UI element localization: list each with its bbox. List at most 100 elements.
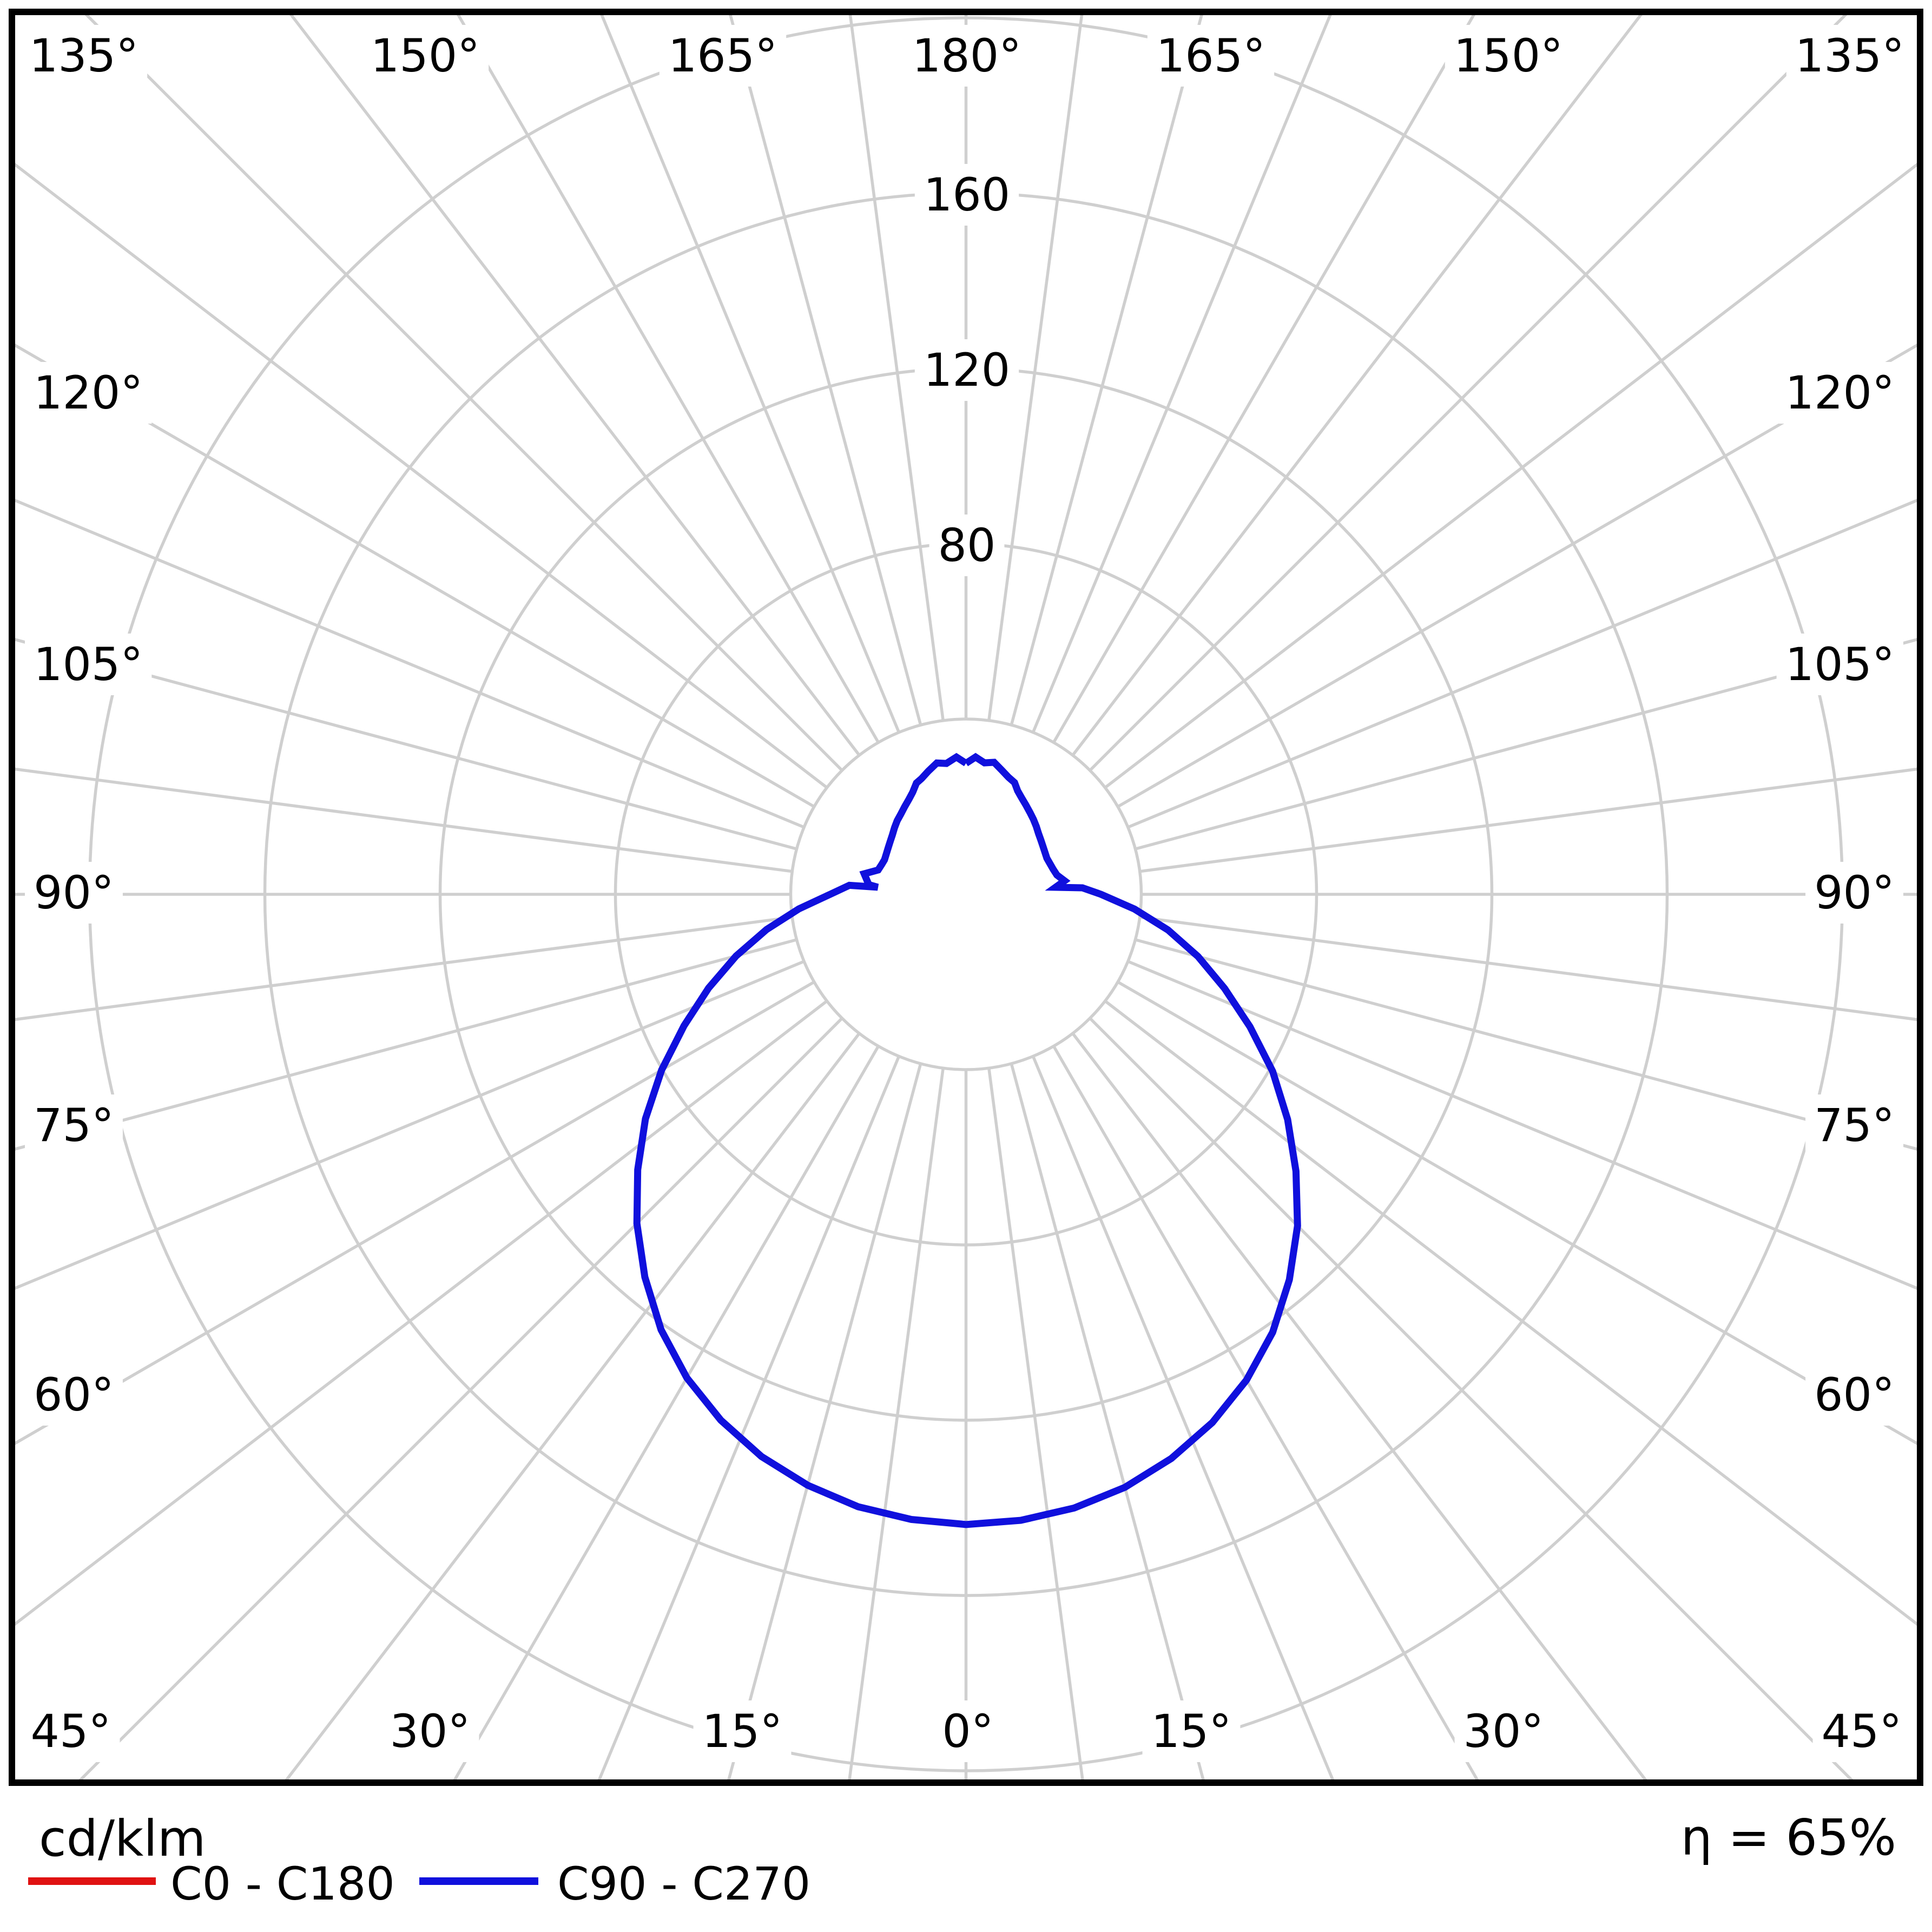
label-background	[1142, 1700, 1241, 1762]
angle-label: 45°	[1822, 1705, 1902, 1758]
grid-spoke	[454, 12, 880, 743]
angle-label: 60°	[1814, 1368, 1895, 1421]
label-background	[381, 1700, 479, 1762]
angle-label: 135°	[1795, 29, 1904, 82]
angle-label: 105°	[34, 638, 143, 691]
grid-spoke	[1052, 12, 1478, 743]
frame-border	[9, 9, 1923, 1786]
grid-spoke	[596, 1056, 901, 1783]
angle-label: 75°	[34, 1099, 114, 1152]
grid-spoke	[598, 12, 901, 733]
unit-label: cd/klm	[39, 1810, 206, 1868]
distribution-curves	[633, 753, 1301, 1528]
grid-spoke	[12, 341, 815, 808]
angle-label: 135°	[29, 29, 139, 82]
grid-spoke	[728, 12, 922, 726]
radial-value-label: 80	[938, 519, 996, 572]
grid-spoke	[1071, 1032, 1650, 1783]
label-background	[20, 25, 148, 87]
label-background	[25, 634, 152, 695]
grid-spoke	[12, 960, 805, 1291]
label-background	[929, 515, 1005, 576]
legend-label-c0-c180: C0 - C180	[170, 1857, 395, 1910]
label-background	[903, 25, 1031, 87]
label-background	[693, 1700, 792, 1762]
grid-spoke	[1135, 637, 1920, 850]
efficiency-label: η = 65%	[1681, 1809, 1896, 1867]
angle-label: 120°	[1785, 366, 1895, 419]
angle-label: 120°	[34, 366, 143, 419]
grid-spoke	[987, 12, 1084, 721]
legend-label-c90-c270: C90 - C270	[557, 1857, 810, 1910]
angle-label: 180°	[912, 29, 1021, 82]
label-background	[25, 1094, 123, 1156]
label-background	[914, 164, 1019, 226]
grid-spoke	[12, 915, 793, 1021]
label-background	[914, 339, 1019, 401]
grid-spoke	[12, 497, 805, 829]
grid-spoke	[1127, 960, 1920, 1291]
c90-c270-curve	[633, 753, 1301, 1528]
angle-label: 165°	[1156, 29, 1265, 82]
grid-ring	[789, 717, 1143, 1071]
grid-spoke	[287, 12, 861, 756]
label-background	[1445, 25, 1572, 87]
angle-label: 90°	[34, 866, 114, 919]
legend: cd/klm η = 65% C0 - C180 C90 - C270	[28, 1809, 1896, 1910]
angle-label: 15°	[702, 1705, 783, 1758]
grid-spoke	[12, 767, 793, 873]
label-background	[1454, 1700, 1553, 1762]
label-background	[1805, 862, 1903, 924]
grid-spoke	[282, 1032, 861, 1783]
label-background	[25, 362, 152, 424]
radial-value-label: 160	[924, 168, 1010, 221]
grid-spoke	[1127, 497, 1920, 829]
grid-spoke	[1135, 938, 1920, 1152]
grid-spoke	[1071, 12, 1645, 756]
angle-label: 0°	[942, 1705, 993, 1758]
grid-spoke	[12, 637, 797, 850]
label-background	[22, 1700, 120, 1762]
angle-label: 90°	[1814, 866, 1895, 919]
label-background	[361, 25, 489, 87]
angle-label: 150°	[1454, 29, 1563, 82]
label-background	[1776, 634, 1903, 695]
grid-spoke	[848, 12, 945, 721]
grid-spoke	[1010, 12, 1204, 726]
axis-labels: 135° 150° 165° 180° 165° 150° 135° 45° 30° 15° 0° 1…	[20, 25, 1914, 1762]
label-background	[1812, 1700, 1911, 1762]
angle-label: 30°	[390, 1705, 471, 1758]
label-background	[25, 862, 123, 924]
angle-label: 150°	[371, 29, 480, 82]
label-background	[25, 1364, 123, 1426]
grid-spoke	[1010, 1063, 1206, 1783]
angle-label: 105°	[1785, 638, 1895, 691]
grid-spoke	[1139, 915, 1920, 1021]
grid-spoke	[1031, 1056, 1336, 1783]
label-background	[933, 1700, 1003, 1762]
grid-spoke	[726, 1063, 922, 1783]
angle-label: 75°	[1814, 1099, 1895, 1152]
label-background	[1147, 25, 1275, 87]
radial-value-label: 120	[924, 344, 1010, 397]
angle-label: 30°	[1463, 1705, 1544, 1758]
label-background	[1786, 25, 1914, 87]
angle-label: 45°	[31, 1705, 111, 1758]
grid-spoke	[1052, 1045, 1481, 1783]
angle-label: 60°	[34, 1368, 114, 1421]
angle-label: 15°	[1151, 1705, 1232, 1758]
label-background	[1805, 1364, 1903, 1426]
angle-label: 165°	[668, 29, 777, 82]
grid-spoke	[1117, 980, 1920, 1447]
grid-spoke	[1117, 341, 1920, 808]
grid-spoke	[12, 1000, 828, 1628]
label-background	[1776, 362, 1903, 424]
label-background	[1805, 1094, 1903, 1156]
grid-spoke	[1139, 767, 1920, 873]
grid-spoke	[847, 1067, 945, 1783]
label-background	[659, 25, 787, 87]
grid-spoke	[1031, 12, 1334, 733]
